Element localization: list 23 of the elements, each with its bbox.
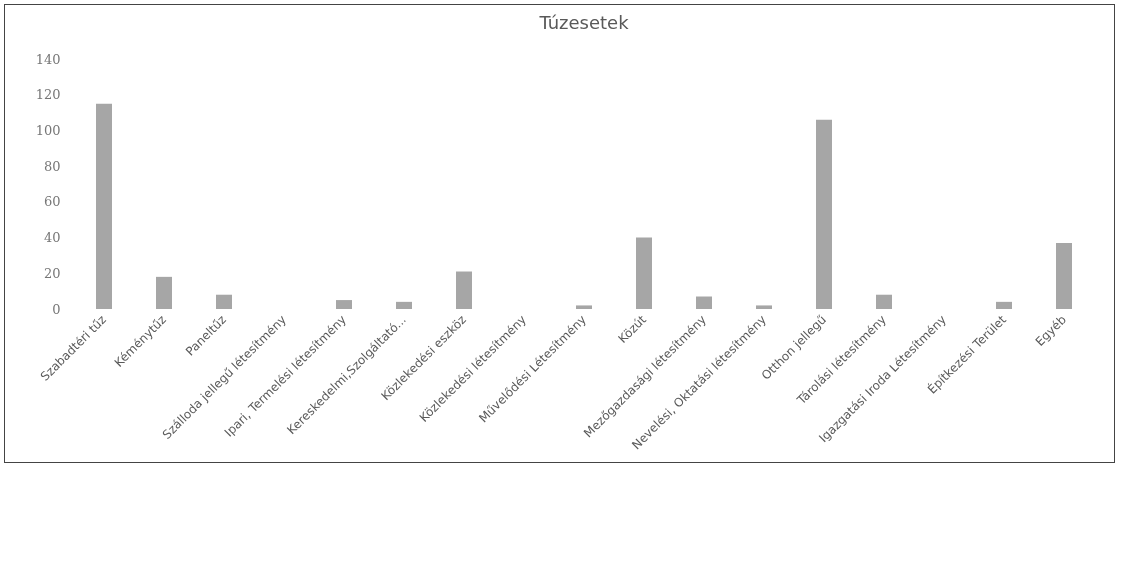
bar [456, 271, 472, 309]
chart-title: Túzesetek [538, 12, 630, 33]
y-tick-label: 20 [43, 265, 61, 281]
y-tick-label: 60 [43, 194, 61, 210]
y-tick-label: 140 [35, 51, 61, 67]
bar [636, 237, 652, 309]
y-tick-label: 120 [35, 87, 61, 103]
bar [156, 276, 172, 309]
y-tick-label: 0 [52, 301, 61, 317]
bar [696, 296, 712, 309]
y-tick-label: 40 [43, 230, 61, 246]
bar [396, 301, 412, 309]
bar [876, 294, 892, 309]
y-tick-label: 80 [43, 158, 61, 174]
bar [336, 300, 352, 309]
bar [576, 305, 592, 309]
bar [816, 119, 832, 309]
bar [996, 301, 1012, 309]
bar [96, 103, 112, 309]
y-tick-label: 100 [35, 122, 61, 138]
bar [216, 294, 232, 309]
bar [1056, 242, 1072, 309]
bar [756, 305, 772, 309]
